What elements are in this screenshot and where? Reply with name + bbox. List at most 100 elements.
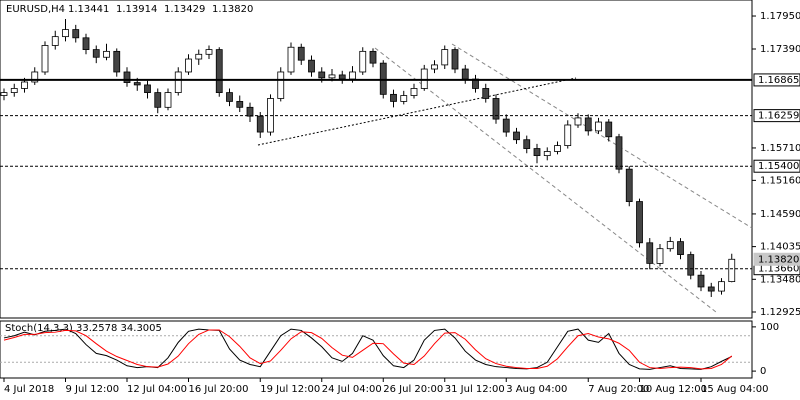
candle-body	[41, 45, 49, 73]
candle-body	[728, 258, 736, 282]
x-tick-label: 7 Aug 20:00	[588, 384, 649, 395]
x-tick-label: 15 Aug 04:00	[701, 384, 768, 395]
y-tick-label: 1.15710	[760, 143, 800, 154]
candle-body	[318, 71, 326, 79]
candle-body	[718, 281, 725, 292]
indicator-panel	[0, 320, 753, 379]
y-tick-label: 1.15160	[760, 175, 800, 186]
candle-body	[666, 241, 674, 250]
y-tick-label: 1.17390	[760, 44, 800, 55]
indicator-tick-label: 0	[760, 366, 766, 377]
indicator-title: Stoch(14,3,3) 33.2578 34.3005	[5, 323, 162, 334]
candle-body	[62, 29, 69, 38]
candle-body	[195, 53, 203, 60]
level-label: 1.16865	[758, 75, 799, 86]
candle-body	[390, 93, 397, 102]
level-label: 1.13820	[758, 254, 799, 265]
ohlc-label: 1.13914	[116, 4, 157, 15]
x-tick-label: 26 Jul 20:00	[383, 384, 443, 395]
x-tick-label: 31 Jul 12:00	[445, 384, 505, 395]
ohlc-label: 1.13441	[68, 4, 109, 15]
candle-body	[410, 88, 418, 96]
candle-body	[154, 92, 162, 108]
candle-body	[697, 274, 705, 288]
level-label: 1.13660	[758, 264, 799, 275]
y-tick-label: 1.12925	[760, 307, 800, 318]
channel-line	[451, 43, 753, 229]
channel-line	[374, 47, 717, 313]
x-tick-label: 9 Jul 12:00	[66, 384, 120, 395]
candle-body	[0, 92, 8, 96]
candle-body	[297, 46, 305, 61]
candle-body	[677, 241, 684, 255]
candle-body	[554, 145, 561, 152]
candle-body	[144, 84, 151, 93]
level-box	[753, 109, 800, 123]
candle-body	[10, 88, 18, 93]
stoch-line	[3, 328, 732, 370]
candle-body	[103, 50, 110, 58]
indicator-tick-label: 100	[760, 322, 779, 333]
level-label: 1.15400	[758, 161, 799, 172]
candle-body	[256, 115, 264, 133]
candle-body	[615, 136, 623, 170]
candle-body	[513, 131, 520, 141]
candle-body	[523, 139, 531, 149]
candle-body	[595, 121, 602, 132]
candle-body	[379, 62, 387, 95]
candle-body	[21, 81, 28, 89]
x-tick-label: 16 Jul 20:00	[189, 384, 249, 395]
candle-body	[605, 121, 613, 138]
candle-body	[277, 71, 285, 99]
y-tick-label: 1.14590	[760, 209, 800, 220]
candle-body	[226, 92, 233, 102]
candle-body	[51, 36, 59, 46]
candle-body	[308, 59, 315, 73]
candle-body	[82, 37, 90, 50]
candle-body	[174, 71, 182, 93]
candle-body	[369, 50, 377, 64]
candle-body	[113, 50, 121, 73]
level-box	[753, 252, 800, 266]
level-label: 1.16259	[758, 111, 799, 122]
level-box	[753, 159, 800, 173]
candle-body	[441, 49, 449, 66]
ohlc-label: 1.13429	[164, 4, 205, 15]
candle-body	[461, 68, 469, 80]
stoch-line	[3, 329, 733, 370]
candle-body	[205, 49, 213, 55]
x-tick-label: 4 Jul 2018	[4, 384, 54, 395]
candle-body	[31, 71, 39, 83]
level-box	[753, 73, 800, 87]
candle-body	[236, 101, 244, 108]
candle-body	[584, 117, 592, 132]
candle-body	[431, 64, 438, 70]
candle-body	[420, 68, 428, 89]
candle-body	[625, 168, 633, 202]
candle-body	[400, 95, 408, 102]
candle-body	[656, 248, 664, 264]
candle-body	[328, 74, 336, 79]
candle-body	[123, 71, 131, 83]
candle-body	[246, 106, 254, 117]
candle-body	[707, 286, 715, 292]
x-tick-label: 19 Jul 12:00	[260, 384, 320, 395]
y-tick-label: 1.17950	[760, 11, 800, 22]
candle-body	[687, 254, 695, 276]
candle-body	[646, 242, 654, 264]
candle-body	[349, 71, 356, 80]
candle-body	[502, 118, 510, 133]
candle-body	[451, 49, 459, 70]
x-tick-label: 3 Aug 04:00	[506, 384, 567, 395]
candle-body	[564, 124, 572, 147]
candle-body	[338, 74, 346, 80]
candle-body	[359, 50, 367, 73]
y-tick-label: 1.13480	[760, 274, 800, 285]
x-tick-label: 12 Jul 04:00	[127, 384, 187, 395]
candle-body	[185, 58, 192, 73]
candle-body	[92, 49, 100, 58]
candle-body	[287, 46, 295, 73]
candle-body	[543, 151, 551, 157]
candle-body	[492, 98, 500, 120]
